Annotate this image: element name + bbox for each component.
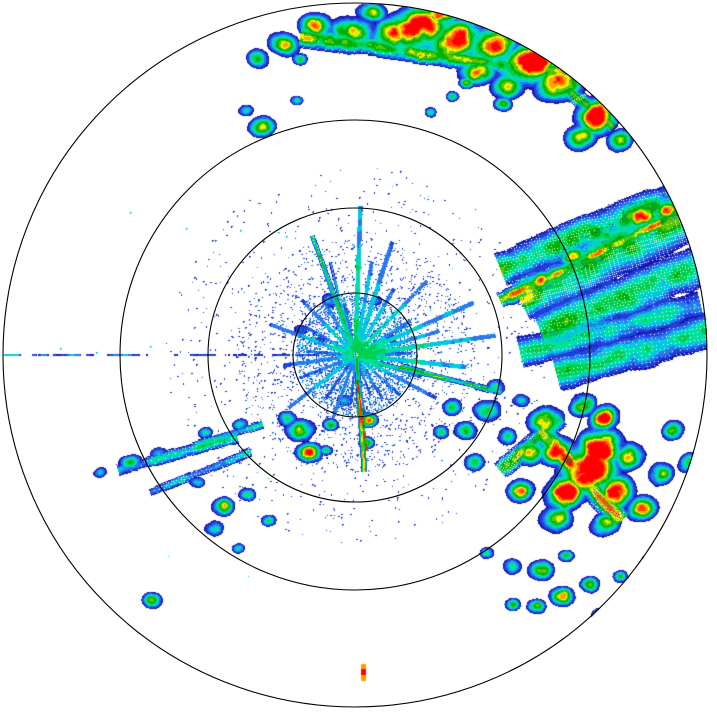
- radar-echo-layer: [0, 0, 717, 717]
- radar-display: [0, 0, 717, 717]
